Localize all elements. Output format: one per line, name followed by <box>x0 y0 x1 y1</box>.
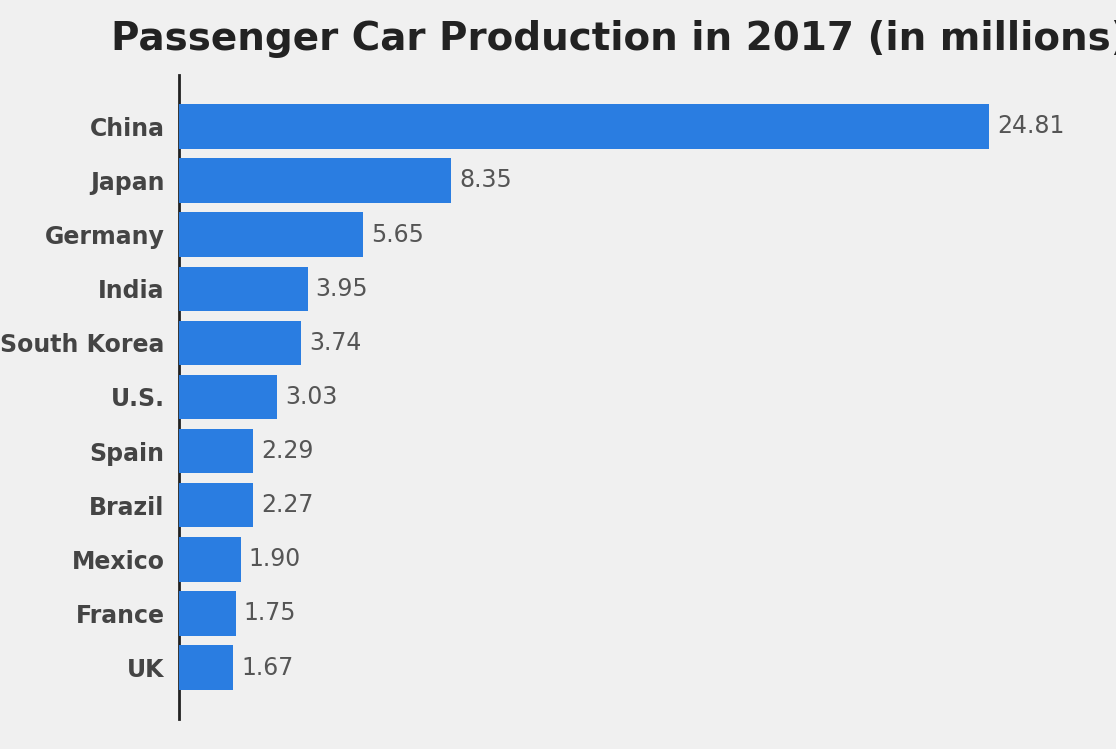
Text: 1.67: 1.67 <box>241 655 294 679</box>
Title: Passenger Car Production in 2017 (in millions): Passenger Car Production in 2017 (in mil… <box>110 20 1116 58</box>
Bar <box>179 646 233 690</box>
Bar <box>179 483 252 527</box>
Text: 1.75: 1.75 <box>244 601 297 625</box>
Text: 2.27: 2.27 <box>261 493 314 518</box>
Text: 24.81: 24.81 <box>997 115 1065 139</box>
Bar <box>179 374 278 419</box>
Bar <box>179 537 241 581</box>
Bar <box>179 321 300 365</box>
Text: 2.29: 2.29 <box>261 439 314 463</box>
Bar <box>179 213 363 257</box>
Bar <box>179 429 253 473</box>
Text: 5.65: 5.65 <box>372 222 424 246</box>
Text: 3.95: 3.95 <box>316 276 368 301</box>
Text: 3.74: 3.74 <box>309 331 362 355</box>
Bar <box>179 591 235 636</box>
Bar <box>179 267 308 311</box>
Text: 3.03: 3.03 <box>286 385 338 409</box>
Bar <box>179 158 451 203</box>
Text: 8.35: 8.35 <box>460 169 512 192</box>
Text: 1.90: 1.90 <box>249 548 301 571</box>
Bar <box>179 104 989 148</box>
